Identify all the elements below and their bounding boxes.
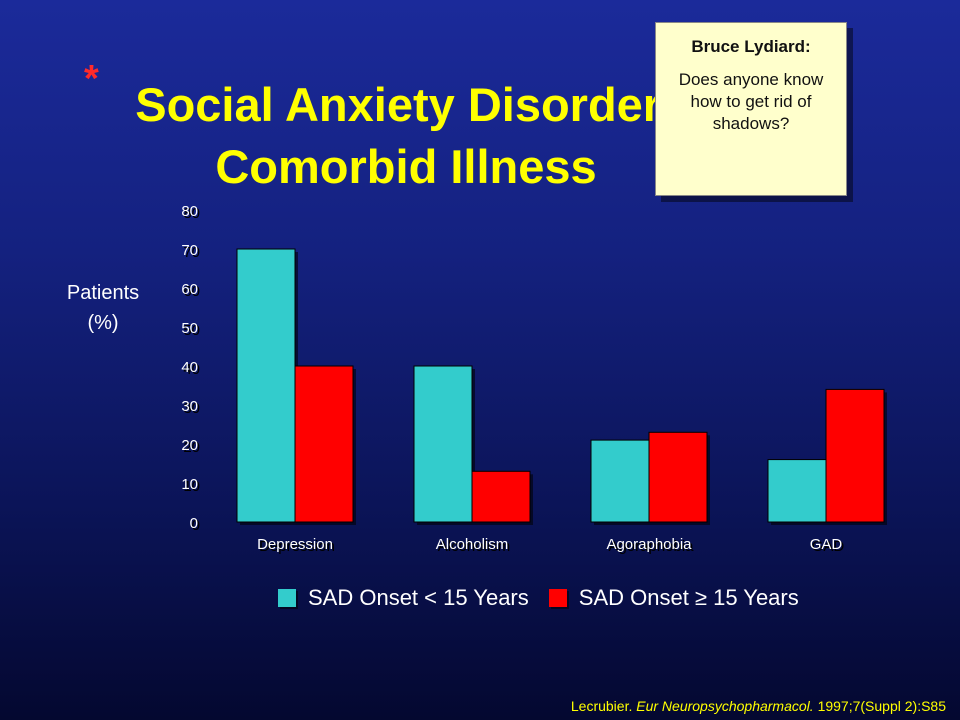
y-tick-label-10: 10: [181, 476, 198, 493]
y-tick-shadow-0: 0: [192, 517, 200, 534]
y-tick-label-60: 60: [181, 281, 198, 298]
title-line-2: Comorbid Illness: [215, 140, 597, 193]
chart-legend: SAD Onset < 15 Years SAD Onset ≥ 15 Year…: [278, 583, 819, 613]
comment-body: Does anyone know how to get rid of shado…: [678, 70, 824, 133]
bar-alcoholism-s0: [413, 365, 473, 523]
y-axis-label-line-2: (%): [87, 312, 119, 334]
bar-depression-s0: [236, 248, 296, 523]
y-tick-label-20: 20: [181, 437, 198, 454]
y-axis-label-line-1: Patients: [66, 282, 140, 304]
y-tick-shadow-10: 10: [183, 478, 200, 495]
citation-journal: Eur Neuropsychopharmacol.: [636, 698, 814, 714]
y-tick-label-50: 50: [181, 320, 198, 337]
citation-details: 1997;7(Suppl 2):S85: [817, 698, 946, 714]
x-label-gad: GAD: [810, 536, 843, 553]
y-tick-shadow-50: 50: [183, 322, 200, 339]
legend-label-late-onset: SAD Onset ≥ 15 Years: [578, 585, 799, 610]
title-line-1: Social Anxiety Disorder:: [135, 78, 677, 131]
legend-swatch-early-onset: [278, 589, 296, 607]
legend-item-late-onset: SAD Onset ≥ 15 Years: [548, 585, 799, 611]
title-asterisk: *: [84, 58, 99, 100]
y-tick-shadow-20: 20: [183, 439, 200, 456]
y-tick-label-40: 40: [181, 359, 198, 376]
bar-gad-s1: [825, 388, 885, 523]
comment-author: Bruce Lydiard:: [691, 37, 811, 56]
x-label-shadow-gad: GAD: [812, 538, 845, 555]
x-label-depression: Depression: [257, 536, 333, 553]
comment-note[interactable]: Bruce Lydiard: Does anyone know how to g…: [655, 22, 847, 196]
y-tick-shadow-70: 70: [183, 244, 200, 261]
y-tick-shadow-80: 80: [183, 205, 200, 222]
y-tick-shadow-30: 30: [183, 400, 200, 417]
bar-depression-s1: [294, 365, 354, 523]
y-tick-label-80: 80: [181, 203, 198, 220]
y-tick-shadow-40: 40: [183, 361, 200, 378]
y-axis-label: Patients (%): [48, 278, 158, 338]
legend-label-early-onset: SAD Onset < 15 Years: [308, 585, 529, 610]
slide-title: Social Anxiety Disorder: Comorbid Illnes…: [96, 74, 716, 198]
citation: Lecrubier. Eur Neuropsychopharmacol. 199…: [571, 698, 946, 714]
legend-swatch-late-onset: [548, 589, 567, 607]
legend-item-early-onset: SAD Onset < 15 Years: [278, 585, 529, 611]
x-label-agoraphobia: Agoraphobia: [606, 536, 692, 553]
x-label-shadow-agoraphobia: Agoraphobia: [608, 538, 694, 555]
x-label-alcoholism: Alcoholism: [436, 536, 509, 553]
bar-agoraphobia-s1: [648, 431, 708, 523]
x-label-shadow-depression: Depression: [259, 538, 335, 555]
y-tick-label-0: 0: [190, 515, 198, 532]
bar-agoraphobia-s0: [590, 439, 650, 523]
y-tick-shadow-60: 60: [183, 283, 200, 300]
citation-author: Lecrubier.: [570, 698, 633, 714]
y-tick-label-70: 70: [181, 242, 198, 259]
bar-gad-s0: [767, 459, 827, 523]
bar-alcoholism-s1: [471, 470, 531, 523]
y-tick-label-30: 30: [181, 398, 198, 415]
x-label-shadow-alcoholism: Alcoholism: [438, 538, 511, 555]
